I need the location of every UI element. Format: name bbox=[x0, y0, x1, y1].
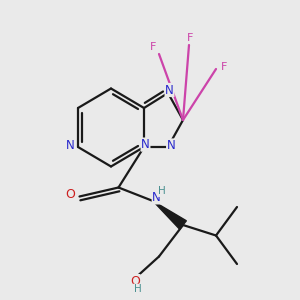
Text: F: F bbox=[150, 42, 156, 52]
Text: N: N bbox=[66, 139, 75, 152]
Text: N: N bbox=[167, 139, 176, 152]
Text: N: N bbox=[141, 138, 150, 151]
Text: O: O bbox=[65, 188, 75, 202]
Polygon shape bbox=[153, 201, 186, 229]
Text: N: N bbox=[152, 191, 161, 204]
Text: N: N bbox=[165, 83, 174, 97]
Text: F: F bbox=[221, 61, 228, 72]
Text: O: O bbox=[130, 274, 140, 288]
Text: H: H bbox=[158, 186, 165, 197]
Text: H: H bbox=[134, 284, 141, 294]
Text: F: F bbox=[187, 33, 194, 43]
